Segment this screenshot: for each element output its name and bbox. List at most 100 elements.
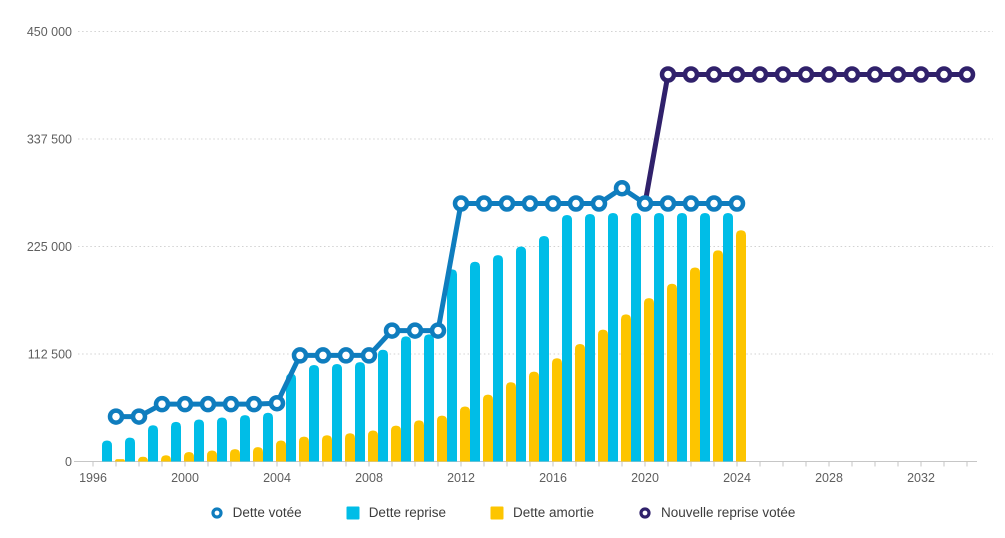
bar-dette-reprise bbox=[608, 213, 618, 462]
bar-dette-amortie bbox=[161, 455, 171, 462]
x-tick-label: 2012 bbox=[447, 471, 475, 485]
bar-dette-reprise bbox=[539, 235, 549, 462]
marker-dette-votee bbox=[314, 347, 332, 364]
marker-dette-votee bbox=[383, 322, 401, 339]
bar-dette-reprise bbox=[700, 213, 710, 462]
line-dette-votee bbox=[113, 185, 740, 420]
marker-dette-votee bbox=[245, 395, 263, 413]
x-tick-label: 2028 bbox=[815, 471, 843, 485]
x-tick-label: 1996 bbox=[79, 471, 107, 485]
marker-dette-votee bbox=[475, 195, 493, 212]
series-dette-reprise bbox=[102, 213, 733, 462]
y-tick-label: 112 500 bbox=[28, 348, 72, 362]
y-axis-labels: 0 112 500 225 000 337 500 450 000 bbox=[27, 25, 72, 469]
bar-dette-amortie bbox=[391, 425, 401, 462]
marker-nouvelle-reprise-votee bbox=[659, 66, 677, 83]
bar-dette-reprise bbox=[723, 213, 733, 462]
bar-dette-amortie bbox=[115, 459, 125, 462]
bar-dette-reprise bbox=[148, 425, 158, 462]
bar-dette-amortie bbox=[552, 358, 562, 462]
x-tick-label: 2004 bbox=[263, 471, 291, 485]
y-tick-label: 337 500 bbox=[27, 133, 72, 147]
bar-dette-reprise bbox=[654, 213, 664, 462]
legend-label: Dette reprise bbox=[368, 505, 446, 520]
bar-dette-reprise bbox=[470, 261, 480, 462]
bar-dette-reprise bbox=[332, 364, 342, 462]
marker-dette-votee bbox=[544, 195, 562, 212]
bar-dette-amortie bbox=[230, 449, 240, 462]
bar-dette-reprise bbox=[194, 419, 204, 462]
marker-dette-votee bbox=[360, 347, 378, 364]
bar-dette-amortie bbox=[322, 435, 332, 462]
legend-item-nouvelle-reprise-votee[interactable]: Nouvelle reprise votée bbox=[638, 505, 795, 520]
marker-dette-votee bbox=[659, 195, 677, 212]
bar-dette-reprise bbox=[125, 437, 135, 462]
bar-dette-amortie bbox=[736, 230, 746, 462]
marker-dette-votee bbox=[337, 347, 355, 364]
marker-dette-votee bbox=[222, 395, 240, 413]
bar-dette-amortie bbox=[138, 456, 148, 462]
bar-dette-reprise bbox=[447, 269, 457, 462]
legend-item-dette-votee[interactable]: Dette votée bbox=[210, 505, 302, 520]
legend-item-dette-amortie[interactable]: Dette amortie bbox=[490, 505, 594, 520]
legend-label: Nouvelle reprise votée bbox=[661, 505, 796, 520]
bar-dette-reprise bbox=[286, 373, 296, 462]
dette-reprise-square-icon bbox=[346, 506, 360, 520]
bar-dette-reprise bbox=[493, 255, 503, 462]
bar-dette-reprise bbox=[171, 421, 181, 462]
bar-dette-amortie bbox=[437, 415, 447, 462]
bar-dette-reprise bbox=[562, 214, 572, 462]
dette-amortie-square-icon bbox=[490, 506, 504, 520]
bar-dette-amortie bbox=[713, 250, 723, 462]
bar-dette-reprise bbox=[631, 213, 641, 462]
bar-dette-reprise bbox=[102, 440, 112, 462]
marker-dette-votee bbox=[406, 322, 424, 339]
y-tick-label: 225 000 bbox=[27, 240, 72, 254]
bar-dette-amortie bbox=[414, 420, 424, 462]
marker-dette-votee bbox=[176, 395, 194, 413]
marker-dette-votee bbox=[567, 195, 585, 212]
x-axis-ticks bbox=[92, 462, 968, 467]
y-tick-label: 0 bbox=[65, 455, 72, 469]
marker-nouvelle-reprise-votee bbox=[843, 66, 861, 83]
legend-label: Dette votée bbox=[232, 505, 302, 520]
bar-dette-amortie bbox=[506, 382, 516, 462]
x-tick-label: 2024 bbox=[723, 471, 751, 485]
bar-dette-reprise bbox=[355, 362, 365, 462]
y-tick-label: 450 000 bbox=[27, 25, 72, 39]
bar-dette-amortie bbox=[276, 440, 286, 462]
marker-dette-votee bbox=[636, 195, 654, 212]
marker-dette-votee bbox=[590, 195, 608, 212]
bar-dette-amortie bbox=[368, 430, 378, 462]
marker-dette-votee bbox=[705, 195, 723, 212]
x-tick-label: 2032 bbox=[907, 471, 935, 485]
marker-nouvelle-reprise-votee bbox=[866, 66, 884, 83]
marker-nouvelle-reprise-votee bbox=[958, 66, 976, 83]
bar-dette-amortie bbox=[253, 447, 263, 462]
marker-nouvelle-reprise-votee bbox=[889, 66, 907, 83]
nouvelle-reprise-votee-ring-icon bbox=[638, 506, 652, 520]
x-tick-label: 2000 bbox=[171, 471, 199, 485]
marker-nouvelle-reprise-votee bbox=[912, 66, 930, 83]
marker-nouvelle-reprise-votee bbox=[797, 66, 815, 83]
marker-nouvelle-reprise-votee bbox=[705, 66, 723, 83]
marker-nouvelle-reprise-votee bbox=[935, 66, 953, 83]
bar-dette-reprise bbox=[677, 213, 687, 462]
bar-dette-amortie bbox=[621, 314, 631, 462]
legend-item-dette-reprise[interactable]: Dette reprise bbox=[346, 505, 446, 520]
bar-dette-amortie bbox=[644, 298, 654, 462]
marker-dette-votee bbox=[429, 322, 447, 339]
bar-dette-amortie bbox=[184, 451, 194, 462]
markers-nouvelle-reprise-votee bbox=[659, 66, 976, 83]
marker-dette-votee bbox=[153, 395, 171, 413]
marker-dette-votee bbox=[199, 395, 217, 413]
x-tick-label: 2020 bbox=[631, 471, 659, 485]
marker-dette-votee bbox=[130, 408, 148, 425]
bar-dette-reprise bbox=[378, 349, 388, 462]
marker-dette-votee bbox=[498, 195, 516, 212]
marker-dette-votee bbox=[268, 394, 286, 412]
x-axis-labels: 1996 2000 2004 2008 2012 2016 2020 2024 2028 2032 bbox=[79, 471, 935, 485]
bar-dette-reprise bbox=[516, 246, 526, 462]
